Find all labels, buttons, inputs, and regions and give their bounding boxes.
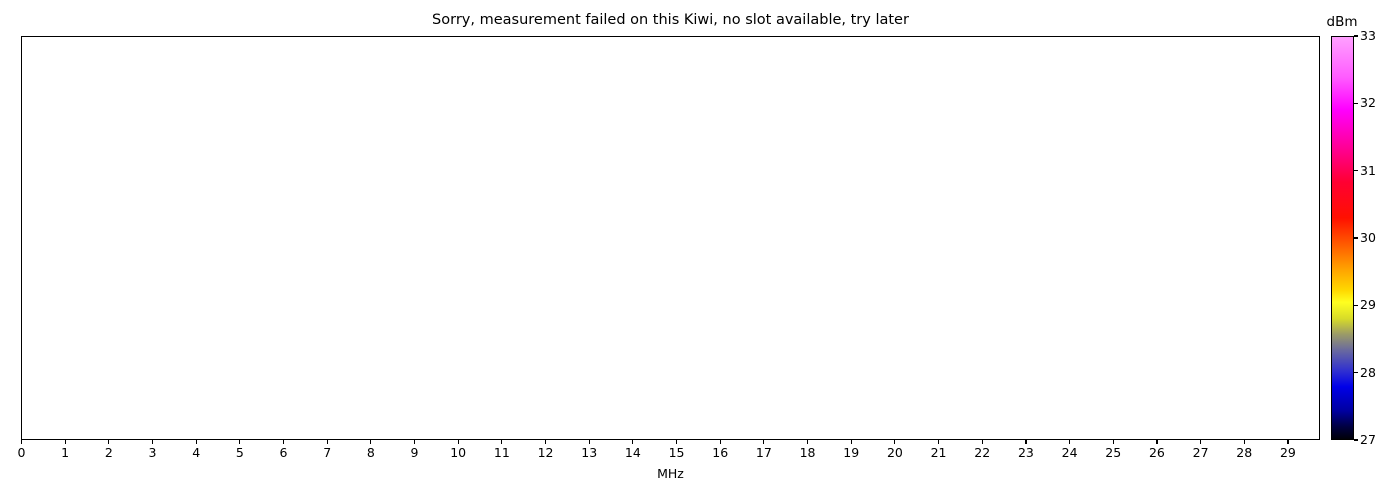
x-tick-mark	[937, 440, 940, 444]
x-tick-label: 2	[104, 445, 113, 460]
x-tick-mark	[151, 440, 154, 444]
x-tick-label: 8	[366, 445, 375, 460]
x-tick-mark	[1156, 440, 1158, 444]
x-tick-label: 13	[581, 445, 598, 460]
x-tick-label: 18	[799, 445, 816, 460]
x-tick-label: 16	[712, 445, 729, 460]
x-tick-label: 11	[493, 445, 510, 460]
x-tick-label: 0	[17, 445, 26, 460]
x-tick-mark	[1025, 440, 1027, 444]
x-tick-mark	[981, 440, 983, 444]
x-tick-label: 27	[1192, 445, 1209, 460]
x-tick-mark	[544, 440, 547, 444]
colorbar-tick-label: 33	[1360, 28, 1376, 43]
colorbar-ticks: 33 32 31 30 29 28 27	[1354, 28, 1400, 447]
x-tick-mark	[239, 440, 241, 444]
colorbar-tick-label: 30	[1360, 230, 1376, 245]
x-tick-mark	[1199, 440, 1202, 444]
colorbar-tick-mark	[1354, 304, 1358, 306]
x-tick-mark	[632, 440, 634, 444]
x-tick-mark	[413, 440, 416, 444]
colorbar-gradient	[1331, 36, 1354, 440]
colorbar-tick-mark	[1354, 35, 1358, 37]
colorbar[interactable]	[1331, 36, 1354, 440]
x-tick-mark	[1243, 440, 1245, 444]
x-tick-mark	[282, 440, 285, 444]
colorbar-tick-label: 31	[1360, 162, 1376, 178]
colorbar-label: dBm	[1326, 14, 1358, 30]
x-tick-label: 15	[668, 445, 685, 460]
x-tick-mark	[457, 440, 459, 444]
colorbar-tick-mark	[1354, 102, 1358, 104]
x-tick-label: 20	[886, 445, 903, 460]
x-tick-label: 6	[279, 445, 288, 460]
x-tick-mark	[763, 440, 765, 444]
x-tick-label: 26	[1148, 445, 1165, 460]
plot-axes[interactable]	[21, 36, 1320, 440]
x-tick-mark	[894, 440, 896, 444]
x-axis: 0 1 2 3 4 5 6 7 8 9 10 11 12 13 14 15 16 17 18 19 20 21 22 23 24…	[18, 440, 1320, 470]
x-tick-label: 22	[974, 445, 991, 460]
x-tick-label: 24	[1061, 445, 1078, 460]
x-tick-mark	[588, 440, 590, 444]
waterfall-plot-area[interactable]	[22, 37, 1319, 439]
x-tick-mark	[1287, 440, 1289, 444]
x-tick-label: 23	[1017, 445, 1034, 460]
x-tick-mark	[370, 440, 372, 444]
x-tick-mark	[20, 440, 23, 444]
x-tick-mark	[850, 440, 852, 444]
x-tick-label: 3	[148, 445, 157, 460]
x-tick-label: 28	[1236, 445, 1253, 460]
colorbar-tick-mark	[1354, 439, 1358, 441]
x-tick-mark	[64, 440, 66, 444]
page-title: Sorry, measurement failed on this Kiwi, …	[432, 12, 909, 28]
x-axis-label: MHz	[657, 466, 684, 481]
x-tick-mark	[326, 440, 328, 444]
colorbar-tick-mark	[1354, 170, 1358, 172]
x-tick-mark	[806, 440, 809, 444]
colorbar-tick-label: 32	[1360, 95, 1376, 111]
x-tick-label: 21	[930, 445, 947, 460]
x-tick-label: 19	[843, 445, 860, 460]
x-tick-label: 5	[235, 445, 244, 460]
colorbar-tick-label: 29	[1360, 297, 1376, 313]
colorbar-tick-label: 27	[1360, 432, 1376, 447]
colorbar-tick-label: 28	[1360, 364, 1376, 380]
x-tick-label: 1	[61, 445, 70, 460]
x-tick-mark	[675, 440, 678, 444]
x-tick-mark	[1112, 440, 1114, 444]
x-tick-label: 14	[624, 445, 641, 460]
x-tick-mark	[108, 440, 110, 444]
x-tick-label: 12	[537, 445, 554, 460]
x-tick-mark	[501, 440, 503, 444]
x-tick-label: 9	[410, 445, 419, 460]
x-tick-mark	[195, 440, 197, 444]
x-tick-label: 17	[755, 445, 772, 460]
x-tick-label: 29	[1279, 445, 1296, 460]
x-tick-mark	[1068, 440, 1071, 444]
x-tick-label: 25	[1105, 445, 1122, 460]
x-tick-label: 10	[450, 445, 467, 460]
x-tick-label: 7	[323, 445, 332, 460]
colorbar-tick-mark	[1354, 237, 1358, 239]
x-tick-mark	[719, 440, 721, 444]
x-tick-label: 4	[192, 445, 201, 460]
colorbar-tick-mark	[1354, 372, 1358, 374]
